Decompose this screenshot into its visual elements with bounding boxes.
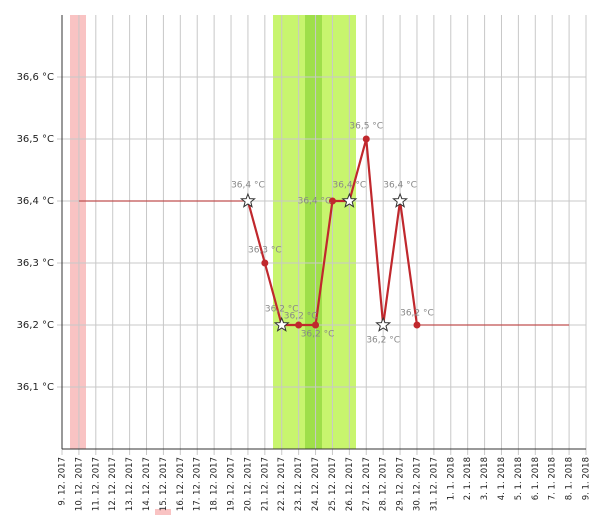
x-tick-label: 3. 1. 2018 [480, 457, 490, 500]
star-marker [239, 192, 256, 208]
dot-marker [312, 321, 320, 329]
x-tick-label: 16. 12. 2017 [176, 457, 186, 511]
x-tick-label: 17. 12. 2017 [193, 457, 203, 511]
x-tick-label: 19. 12. 2017 [227, 457, 237, 511]
x-tick-label: 20. 12. 2017 [243, 457, 253, 511]
x-tick-label: 11. 12. 2017 [91, 457, 101, 511]
grid: 9. 12. 2017 10. 12. 2017 11. 12. 2017 12. 1… [17, 15, 592, 511]
y-tick-label: 36,1 °C [17, 382, 54, 393]
data-label: 36,4 °C [298, 197, 332, 207]
star-marker [392, 192, 409, 208]
data-label: 36,2 °C [400, 309, 434, 319]
star-marker [341, 192, 358, 208]
x-tick-label: 1. 1. 2018 [446, 457, 456, 500]
x-tick-label: 12. 12. 2017 [108, 457, 118, 511]
star-marker [273, 316, 290, 332]
y-tick-label: 36,6 °C [17, 72, 54, 83]
marks: 36,4 °C36,3 °C36,2 °C36,2 °C36,2 °C36,4 … [78, 122, 570, 346]
data-label: 36,2 °C [284, 312, 318, 322]
data-label: 36,4 °C [333, 181, 367, 191]
dot-marker [261, 259, 269, 267]
x-tick-label: 22. 12. 2017 [277, 457, 287, 511]
x-tick-label: 27. 12. 2017 [362, 457, 372, 511]
x-tick-label: 6. 1. 2018 [531, 457, 541, 500]
dot-marker [413, 321, 421, 329]
data-label: 36,3 °C [248, 246, 282, 256]
dot-marker [295, 321, 303, 329]
x-tick-label: 31. 12. 2017 [429, 457, 439, 511]
data-label: 36,5 °C [349, 122, 383, 132]
data-label: 36,2 °C [366, 336, 400, 346]
x-tick-label: 8. 1. 2018 [565, 457, 575, 500]
dot-marker [328, 197, 336, 205]
x-tick-label: 21. 12. 2017 [260, 457, 270, 511]
data-label: 36,4 °C [231, 181, 265, 191]
x-tick-label: 25. 12. 2017 [328, 457, 338, 511]
x-tick-label: 24. 12. 2017 [311, 457, 321, 511]
x-tick-label: 9. 1. 2018 [582, 457, 592, 500]
x-tick-label: 4. 1. 2018 [497, 457, 507, 500]
y-tick-label: 36,4 °C [17, 196, 54, 207]
series-line [78, 200, 570, 326]
x-tick-label: 18. 12. 2017 [210, 457, 220, 511]
star-marker [375, 316, 392, 332]
x-tick-label: 13. 12. 2017 [125, 457, 135, 511]
x-tick-label: 9. 12. 2017 [58, 457, 68, 506]
data-label: 36,4 °C [383, 181, 417, 191]
y-tick-label: 36,5 °C [17, 134, 54, 145]
y-tick-label: 36,2 °C [17, 320, 54, 331]
x-tick-label: 7. 1. 2018 [548, 457, 558, 500]
ovulation-band [305, 15, 322, 449]
x-tick-label: 15. 12. 2017 [159, 457, 169, 511]
x-tick-label: 26. 12. 2017 [345, 457, 355, 511]
x-tick-label: 23. 12. 2017 [294, 457, 304, 511]
date-marker [155, 509, 171, 515]
x-tick-label: 14. 12. 2017 [142, 457, 152, 511]
x-tick-label: 5. 1. 2018 [514, 457, 524, 500]
data-label: 36,2 °C [301, 330, 335, 340]
x-tick-label: 2. 1. 2018 [463, 457, 473, 500]
x-tick-label: 30. 12. 2017 [412, 457, 422, 511]
highlight-band [70, 15, 86, 449]
dot-marker [362, 135, 370, 143]
data-label: 36,2 °C [265, 305, 299, 315]
x-tick-label: 29. 12. 2017 [396, 457, 406, 511]
y-tick-label: 36,3 °C [17, 258, 54, 269]
x-tick-label: 10. 12. 2017 [74, 457, 84, 511]
x-tick-label: 28. 12. 2017 [379, 457, 389, 511]
